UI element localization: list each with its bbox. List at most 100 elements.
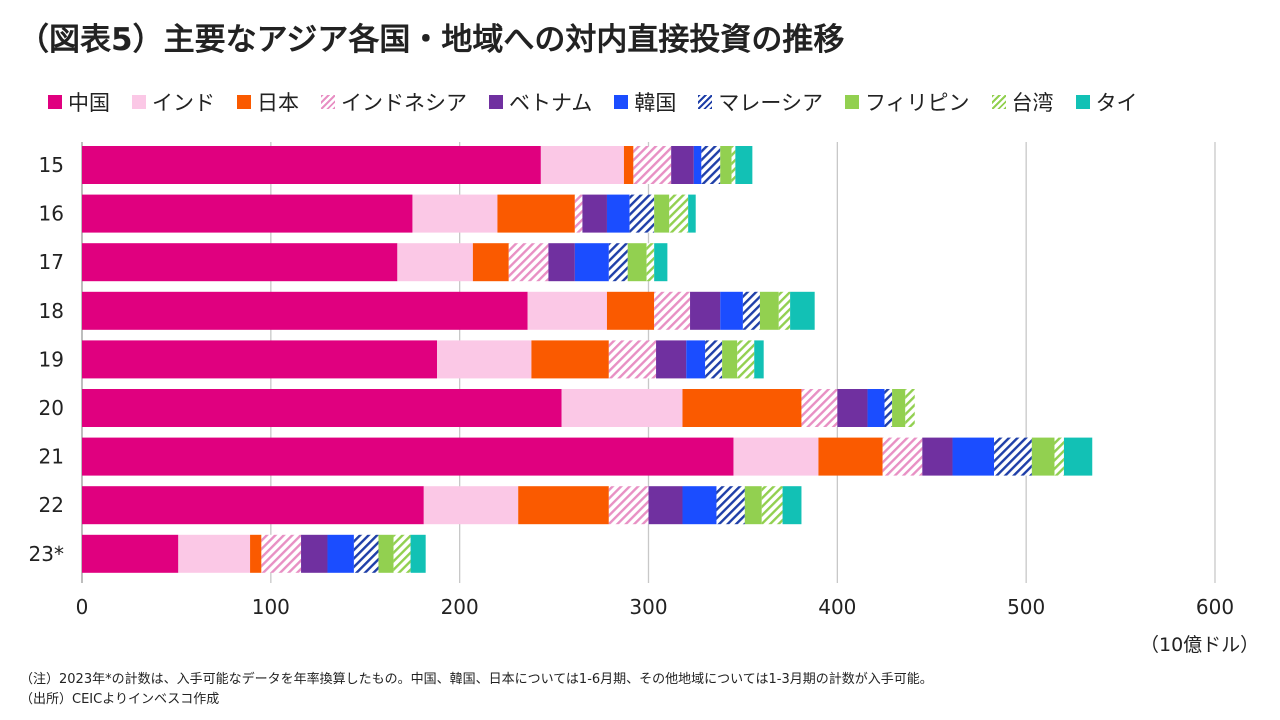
- bar-segment: [423, 486, 519, 525]
- legend-swatch: [991, 95, 1006, 109]
- bar-segment: [629, 194, 655, 233]
- y-tick-label: 17: [39, 250, 64, 274]
- bar-segment: [178, 534, 251, 573]
- bar-segment: [261, 534, 302, 573]
- bar-segment: [778, 291, 791, 330]
- legend-item: 韓国: [614, 87, 676, 117]
- bar-segment: [735, 146, 753, 184]
- bar-segment: [837, 389, 868, 427]
- bar-segment: [531, 340, 609, 379]
- bar-segment: [82, 194, 413, 233]
- bar-segment: [574, 194, 583, 233]
- bar-segment: [82, 534, 179, 573]
- bar-segment: [397, 243, 473, 282]
- bar-segment: [82, 389, 562, 427]
- legend-item: マレーシア: [698, 87, 823, 117]
- bar-segment: [608, 243, 628, 282]
- bar-segment: [1031, 437, 1055, 476]
- legend-label: インドネシア: [341, 91, 467, 115]
- y-tick-label: 23*: [29, 542, 64, 566]
- bar-segment: [744, 486, 762, 525]
- bar-segment: [882, 437, 923, 476]
- bar-segment: [867, 389, 885, 427]
- chart-title: （図表5）主要なアジア各国・地域への対内直接投資の推移: [18, 22, 845, 58]
- bar-segment: [301, 534, 328, 573]
- legend-label: ベトナム: [509, 91, 593, 115]
- bar-segment: [952, 437, 995, 476]
- source-note: （出所）CEICよりインベスコ作成: [20, 692, 220, 707]
- bar-segment: [720, 291, 743, 330]
- y-tick-label: 18: [39, 299, 64, 323]
- y-tick-label: 19: [39, 347, 64, 371]
- bar-segment: [353, 534, 379, 573]
- bar-segment: [627, 243, 647, 282]
- bar-segment: [646, 243, 655, 282]
- legend-label: 台湾: [1011, 91, 1054, 115]
- y-tick-label: 22: [39, 493, 64, 517]
- legend-swatch: [132, 95, 146, 109]
- bar-segment: [378, 534, 394, 573]
- y-tick-label: 16: [39, 202, 64, 226]
- legend-item: タイ: [1075, 87, 1138, 117]
- bar-segment: [606, 291, 655, 330]
- bar-segment: [733, 437, 819, 476]
- bar-segment: [720, 146, 732, 184]
- legend-item: インド: [132, 87, 215, 117]
- bar-segment: [393, 534, 411, 573]
- legend-swatch: [698, 95, 713, 109]
- legend-label: 韓国: [634, 91, 677, 115]
- bar-segment: [582, 194, 607, 233]
- x-tick-label: 0: [76, 595, 89, 619]
- bar-segment: [540, 146, 624, 184]
- bar-segment: [518, 486, 609, 525]
- bar-segment: [782, 486, 802, 525]
- legend-swatch: [321, 95, 335, 109]
- bar-segment: [548, 243, 575, 282]
- bar-segment: [508, 243, 549, 282]
- bar-segment: [688, 194, 696, 233]
- bar-segment: [759, 291, 779, 330]
- bar-segment: [686, 340, 706, 379]
- bar-segment: [693, 146, 702, 184]
- bar-segment: [1054, 437, 1064, 476]
- legend-label: インド: [152, 91, 215, 115]
- bar-segment: [682, 486, 717, 525]
- bar-segment: [561, 389, 683, 427]
- bar-segment: [497, 194, 575, 233]
- x-tick-label: 200: [441, 595, 479, 619]
- bar-segment: [818, 437, 883, 476]
- bar-segment: [716, 486, 745, 525]
- legend-swatch: [614, 95, 629, 109]
- legend-swatch: [1075, 95, 1090, 109]
- bar-segment: [82, 340, 438, 379]
- bar-segment: [410, 534, 426, 573]
- bar-segment: [654, 291, 691, 330]
- legend-item: 中国: [48, 87, 110, 117]
- bar-segment: [801, 389, 838, 427]
- bar-segment: [994, 437, 1032, 476]
- legend-swatch: [237, 95, 251, 109]
- bar-segment: [608, 340, 657, 379]
- bar-segment: [1063, 437, 1093, 476]
- bar-segment: [82, 243, 398, 282]
- bar-segment: [892, 389, 906, 427]
- bar-segment: [412, 194, 498, 233]
- chart-plot: 15 16 17 18 19 20 21 22 23* 0 100 200 300 400 500 600: [29, 142, 1234, 619]
- bar-segment: [633, 146, 672, 184]
- y-tick-label: 15: [39, 153, 64, 177]
- unit-label: （10億ドル）: [1140, 634, 1260, 656]
- bar-segment: [671, 146, 694, 184]
- bar-segment: [884, 389, 893, 427]
- bar-segment: [82, 486, 424, 525]
- bar-segment: [574, 243, 609, 282]
- bar-segment: [327, 534, 354, 573]
- legend-swatch: [489, 95, 503, 109]
- x-tick-label: 300: [629, 595, 667, 619]
- footnote: （注）2023年*の計数は、入手可能なデータを年率換算したもの。中国、韓国、日本…: [20, 672, 933, 687]
- bar-segment: [761, 486, 783, 525]
- bar-segment: [608, 486, 649, 525]
- y-tick-label: 20: [39, 396, 64, 420]
- bar-segment: [437, 340, 532, 379]
- bar-segment: [82, 146, 541, 184]
- bar-segment: [701, 146, 721, 184]
